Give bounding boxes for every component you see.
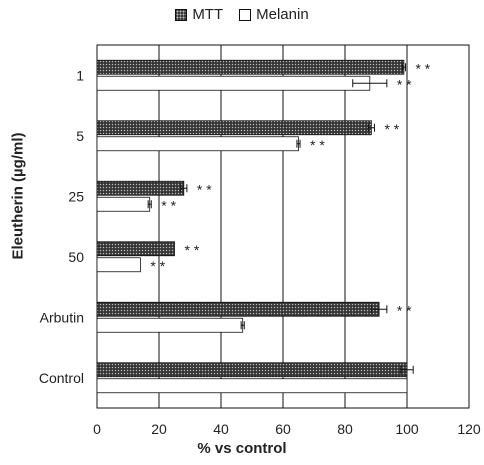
bar-mtt [96, 59, 405, 75]
y-category-label: 1 [76, 67, 84, 83]
y-axis-title-text: Eleutherin (µg/ml) [9, 132, 27, 260]
y-category-label: 25 [68, 188, 84, 204]
bar-melanin [96, 378, 408, 394]
legend-swatch-mtt [175, 8, 188, 21]
y-category-label: Control [39, 370, 84, 386]
x-tick-label: 0 [93, 421, 101, 437]
significance-label: * * [310, 137, 325, 153]
grid-lines [158, 45, 408, 408]
y-category-label: Arbutin [40, 309, 84, 325]
significance-label: * * [397, 302, 412, 318]
legend-label-melanin: Melanin [256, 6, 309, 23]
x-tick-label: 80 [337, 421, 353, 437]
significance-label: * * [397, 76, 412, 92]
y-category-labels: 1 5 25 50 Arbutin Control [39, 67, 84, 386]
x-tick-label: 40 [213, 421, 229, 437]
x-tick-label: 20 [151, 421, 167, 437]
significance-label: * * [161, 197, 176, 213]
bar-melanin [96, 196, 151, 212]
significance-label: * * [150, 258, 165, 274]
legend-swatch-melanin [239, 8, 252, 21]
x-axis-title: % vs control [197, 440, 287, 457]
x-tick-label: 100 [395, 421, 419, 437]
bar-mtt [96, 301, 380, 317]
significance-label: * * [415, 60, 430, 76]
bar-melanin [96, 75, 371, 91]
legend: MTT Melanin [0, 6, 484, 23]
bar-melanin [96, 317, 244, 333]
y-category-label: 50 [68, 249, 84, 265]
bar-melanin [96, 136, 299, 152]
x-tick-labels: 0 20 40 60 80 100 120 [93, 421, 481, 437]
bar-mtt [96, 120, 372, 136]
legend-item-mtt: MTT [175, 6, 223, 23]
x-tick-label: 60 [275, 421, 291, 437]
significance-label: * * [185, 242, 200, 258]
bars-layer: * ** ** ** ** ** ** ** ** * [96, 59, 431, 394]
bar-melanin [96, 257, 141, 273]
x-tick-label: 120 [457, 421, 481, 437]
legend-item-melanin: Melanin [239, 6, 309, 23]
bar-mtt [96, 241, 175, 257]
significance-label: * * [197, 181, 212, 197]
significance-label: * * [384, 121, 399, 137]
bar-mtt [96, 362, 408, 378]
y-category-label: 5 [76, 128, 84, 144]
bar-mtt [96, 180, 185, 196]
legend-label-mtt: MTT [192, 6, 224, 23]
